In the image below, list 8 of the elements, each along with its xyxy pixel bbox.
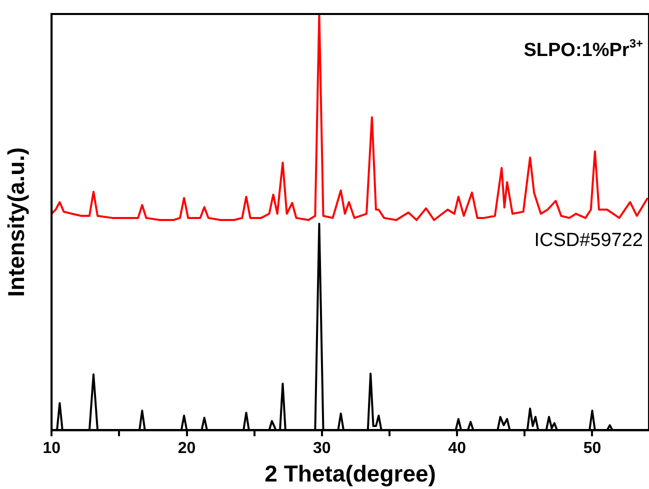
x-tick-label: 30: [313, 440, 331, 458]
x-axis-title: 2 Theta(degree): [264, 460, 436, 487]
y-axis-title: Intensity(a.u.): [3, 147, 30, 297]
x-tick-label: 50: [583, 440, 602, 458]
x-tick-label: 10: [42, 440, 61, 458]
x-tick-label: 20: [178, 440, 196, 458]
x-tick-label: 40: [448, 440, 466, 458]
annotation: ICSD#59722: [534, 230, 643, 251]
